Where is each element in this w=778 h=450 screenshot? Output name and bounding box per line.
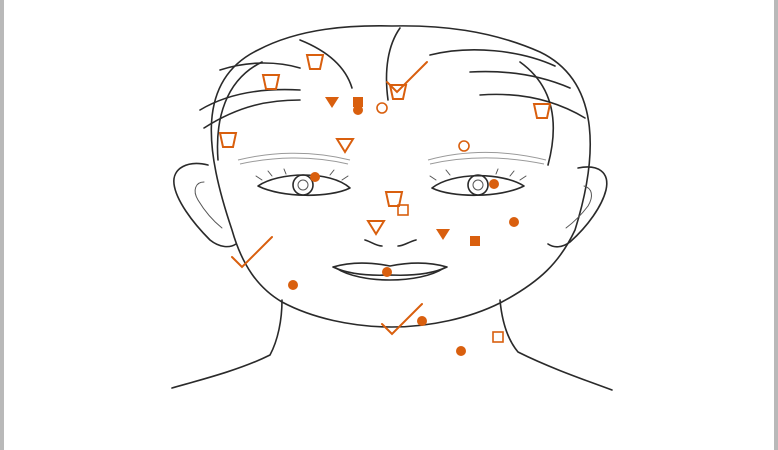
marker-dot-14 (382, 267, 392, 277)
neck-left (171, 299, 283, 389)
marker-square-filled-18 (353, 97, 363, 107)
marker-trapezoid-5 (384, 191, 404, 207)
marker-dot-16 (417, 316, 427, 326)
marker-dot-11 (310, 172, 320, 182)
marker-square-open-21 (492, 331, 504, 343)
hair-strand-center (385, 27, 401, 101)
left-ear-inner (194, 181, 223, 229)
right-eye (429, 168, 527, 197)
marker-trapezoid-1 (261, 74, 281, 90)
marker-check-25 (231, 236, 273, 269)
head-outline (210, 25, 591, 328)
mouth (332, 262, 448, 281)
marker-dot-13 (509, 217, 519, 227)
marker-triangle-open-8 (335, 138, 355, 154)
marker-layer (218, 54, 552, 356)
marker-dot-12 (489, 179, 499, 189)
left-eye (255, 168, 351, 197)
marker-dot-10 (353, 105, 363, 115)
marker-dot-15 (288, 280, 298, 290)
marker-circle-open-22 (376, 102, 388, 114)
marker-triangle-open-9 (366, 220, 386, 236)
neck-right (499, 299, 613, 391)
right-eyebrow (427, 152, 547, 165)
left-ear (173, 162, 237, 248)
marker-circle-open-23 (458, 140, 470, 152)
marker-trapezoid-4 (218, 132, 238, 148)
right-ear (547, 166, 608, 248)
marker-square-open-20 (397, 204, 409, 216)
right-ear-inner (565, 185, 592, 229)
marker-square-filled-19 (470, 236, 480, 246)
nose (364, 239, 417, 247)
left-eyebrow (237, 152, 351, 165)
hairline (216, 61, 554, 166)
marker-check-26 (381, 303, 423, 336)
hair-strand-left (199, 62, 301, 129)
marker-dot-17 (456, 346, 466, 356)
hair-strand-center-left (299, 39, 353, 89)
hair-strand-right (429, 49, 586, 119)
marker-triangle-filled-6 (325, 97, 339, 108)
marker-trapezoid-0 (305, 54, 325, 70)
marker-trapezoid-2 (388, 84, 408, 100)
marker-trapezoid-3 (532, 103, 552, 119)
marker-check-24 (386, 61, 428, 94)
marker-triangle-filled-7 (436, 229, 450, 240)
